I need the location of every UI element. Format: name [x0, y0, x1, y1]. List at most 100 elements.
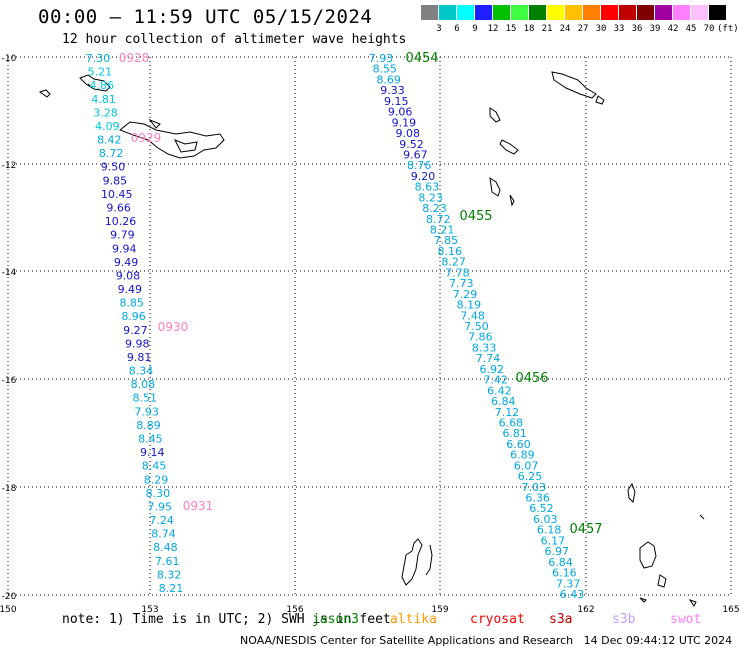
legend-label: 21: [541, 24, 553, 34]
lat-tick-label: -10: [2, 54, 17, 64]
wave-height-label: 6.25: [518, 470, 543, 483]
wave-height-label: 6.52: [529, 502, 554, 515]
wave-height-label: 9.94: [112, 242, 137, 255]
wave-height-label: 6.36: [525, 492, 550, 505]
wave-height-label: 8.48: [153, 541, 178, 554]
wave-height-label: 7.48: [460, 309, 485, 322]
wave-height-label: 7.93: [369, 52, 394, 65]
legend-label: 39: [649, 24, 661, 34]
wave-height-label: 9.08: [116, 269, 141, 282]
wave-height-label: 7.78: [445, 266, 470, 279]
map-grid: 150 153 156 159 162 165 -10 -12 -14 -16 -18 -20: [0, 54, 740, 615]
wave-height-label: 9.49: [118, 283, 143, 296]
legend-swatch: [637, 5, 654, 20]
lat-tick-label: -12: [2, 161, 17, 171]
wave-height-label: 10.45: [101, 188, 133, 201]
legend-swatch: [673, 5, 690, 20]
satellite-label-s3a: s3a: [549, 612, 573, 627]
wave-height-label: 9.49: [114, 256, 139, 269]
legend-label: 30: [595, 24, 607, 34]
wave-height-label: 9.52: [399, 138, 424, 151]
legend-swatch: [475, 5, 492, 20]
wave-height-label: 7.42: [483, 374, 508, 387]
wave-height-label: 9.14: [140, 446, 165, 459]
wave-height-label: 8.42: [97, 134, 122, 147]
wave-height-label: 3.28: [93, 106, 118, 119]
wave-height-label: 8.30: [146, 487, 171, 500]
satellite-label-altika: altika: [390, 612, 437, 627]
lon-tick-label: 165: [722, 605, 739, 615]
wave-height-label: 6.07: [514, 459, 539, 472]
wave-height-label: 9.08: [395, 127, 420, 140]
legend-swatch: [439, 5, 456, 20]
coastlines: [38, 71, 705, 607]
legend-label: 12: [487, 24, 499, 34]
coastline-new-caledonia: [401, 538, 433, 586]
legend-label: 45: [685, 24, 697, 34]
legend-swatch: [691, 5, 708, 20]
coastline-solomon-2: [489, 107, 519, 155]
lon-tick-label: 153: [141, 605, 158, 615]
legend-label: 42: [667, 24, 679, 34]
wave-height-label: 9.67: [403, 148, 428, 161]
wave-height-label: 8.23: [418, 191, 443, 204]
wave-height-label: 9.19: [392, 116, 417, 129]
wave-height-label: 9.85: [103, 174, 128, 187]
wave-height-label: 8.45: [138, 433, 163, 446]
wave-height-label: 6.42: [487, 384, 512, 397]
credit-timestamp: 14 Dec 09:44:12 UTC 2024: [583, 634, 733, 647]
wave-height-label: 7.95: [148, 500, 173, 513]
coastline-fiji: [627, 482, 705, 607]
wave-height-label: 7.74: [476, 352, 501, 365]
wave-height-label: 10.26: [105, 215, 137, 228]
wave-height-label: 6.81: [502, 427, 527, 440]
wave-height-label: 9.81: [127, 351, 152, 364]
wave-height-label: 8.08: [131, 378, 156, 391]
wave-height-label: 8.34: [129, 365, 154, 378]
legend-swatch: [565, 5, 582, 20]
coastline-vanuatu-1: [489, 176, 515, 207]
altimeter-track-west: 7.305.214.864.813.284.098.428.729.509.85…: [86, 51, 214, 595]
wave-height-label: 8.69: [376, 73, 401, 86]
legend-label: 33: [613, 24, 625, 34]
legend-label: 9: [472, 24, 478, 34]
legend-swatch: [511, 5, 528, 20]
lon-tick-label: 150: [0, 605, 17, 615]
lat-tick-label: -20: [2, 592, 17, 602]
wave-height-label: 7.24: [149, 514, 174, 527]
wave-height-label: 9.33: [380, 84, 405, 97]
wave-height-label: 8.32: [157, 568, 182, 581]
credit-text: NOAA/NESDIS Center for Satellite Applica…: [240, 634, 574, 647]
altimeter-track-east: 7.938.558.699.339.159.069.199.089.529.67…: [369, 51, 603, 601]
legend-swatch: [547, 5, 564, 20]
legend-swatch: [619, 5, 636, 20]
wave-height-label: 7.50: [464, 320, 489, 333]
wave-height-label: 8.21: [430, 224, 455, 237]
pass-time-label: 0455: [459, 209, 492, 224]
wave-height-label: 8.72: [426, 213, 451, 226]
satellite-label-cryosat: cryosat: [470, 612, 525, 627]
lat-tick-label: -16: [2, 376, 17, 386]
wave-height-label: 7.85: [434, 234, 459, 247]
legend-swatch: [583, 5, 600, 20]
legend-label: 27: [577, 24, 589, 34]
lat-tick-label: -18: [2, 484, 17, 494]
pass-time-label: 0457: [569, 522, 602, 537]
wave-height-label: 7.73: [449, 277, 474, 290]
wave-height-label: 9.79: [110, 229, 135, 242]
pass-time-label: 0928: [119, 51, 150, 65]
wave-height-label: 6.97: [544, 545, 569, 558]
wave-height-label: 7.29: [453, 288, 478, 301]
lat-tick-label: -14: [2, 268, 17, 278]
wave-height-label: 6.84: [548, 556, 573, 569]
legend-swatch: [493, 5, 510, 20]
wave-height-label: 4.09: [95, 120, 120, 133]
wave-height-label: 8.89: [136, 419, 161, 432]
wave-height-label: 8.19: [457, 299, 482, 312]
footer-note: note: 1) Time is in UTC; 2) SWH is in fe…: [62, 612, 391, 627]
satellite-label-jason3: jason3: [312, 612, 359, 627]
legend-label: (ft): [717, 24, 739, 34]
legend-swatch: [655, 5, 672, 20]
legend-swatch: [529, 5, 546, 20]
wave-height-label: 6.68: [499, 416, 524, 429]
